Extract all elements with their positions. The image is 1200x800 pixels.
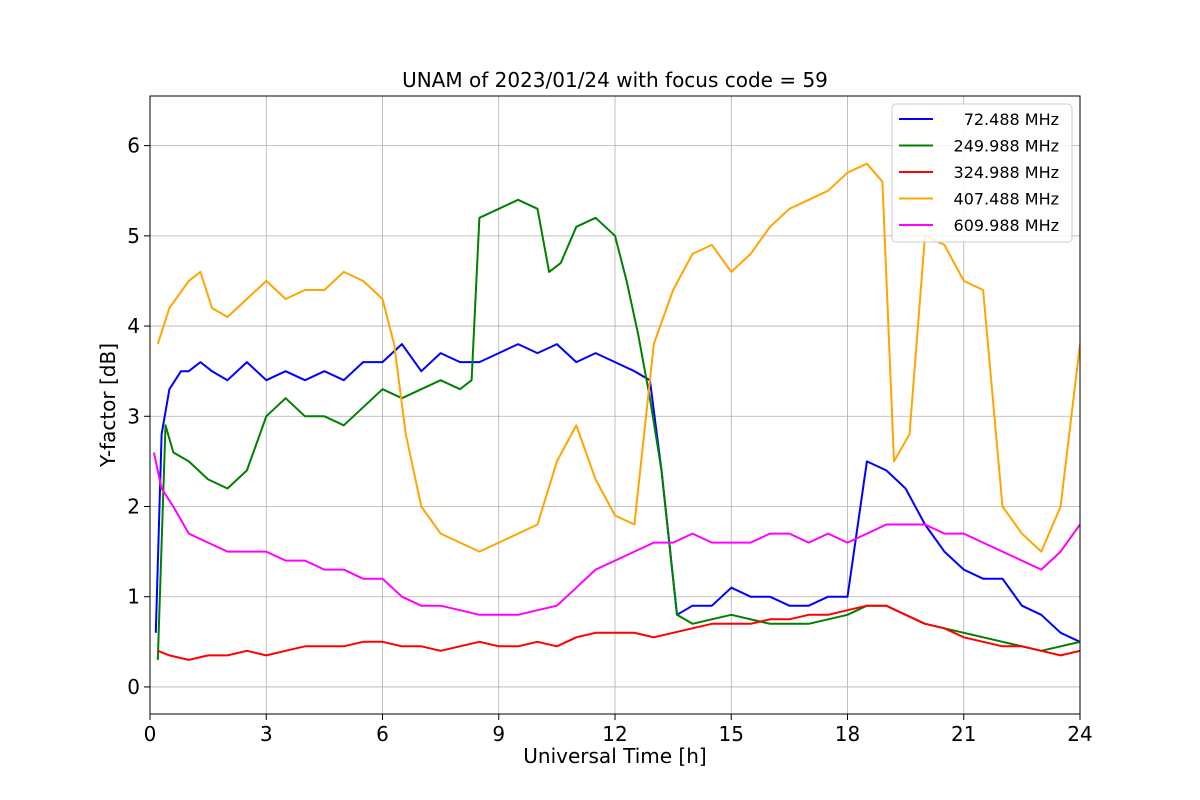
series-line-1 <box>154 343 1080 643</box>
x-tick-label: 21 <box>951 722 976 746</box>
legend-label: 609.988 MHz <box>954 216 1059 235</box>
series-layer <box>152 162 1080 661</box>
y-tick-label: 0 <box>127 675 140 699</box>
x-tick-label: 3 <box>260 722 273 746</box>
legend-box <box>891 103 1073 243</box>
series-line-5 <box>152 452 1080 616</box>
y-tick-label: 3 <box>127 404 140 428</box>
legend: 72.488 MHz 249.988 MHz 324.988 MHz 407.488 … <box>891 103 1073 243</box>
y-tick-label: 4 <box>127 314 140 338</box>
y-tick-label: 2 <box>127 494 140 518</box>
chart-title: UNAM of 2023/01/24 with focus code = 59 <box>402 68 828 92</box>
x-tick-label: 15 <box>719 722 744 746</box>
legend-label: 72.488 MHz <box>954 110 1059 129</box>
x-tick-label: 24 <box>1067 722 1092 746</box>
series-line-3 <box>157 604 1080 661</box>
x-tick-label: 18 <box>835 722 860 746</box>
y-tick-label: 5 <box>127 224 140 248</box>
x-axis-label: Universal Time [h] <box>523 744 706 768</box>
legend-label: 249.988 MHz <box>954 137 1059 156</box>
y-tick-label: 6 <box>127 134 140 158</box>
y-tick-label: 1 <box>127 585 140 609</box>
series-line-2 <box>156 198 1080 660</box>
legend-label: 407.488 MHz <box>954 190 1059 209</box>
legend-label: 324.988 MHz <box>954 163 1059 182</box>
x-tick-label: 12 <box>602 722 627 746</box>
series-line-4 <box>156 162 1080 553</box>
y-axis-label: Y-factor [dB] <box>96 343 120 468</box>
x-tick-label: 9 <box>492 722 505 746</box>
x-tick-label: 6 <box>376 722 389 746</box>
x-tick-label: 0 <box>144 722 157 746</box>
